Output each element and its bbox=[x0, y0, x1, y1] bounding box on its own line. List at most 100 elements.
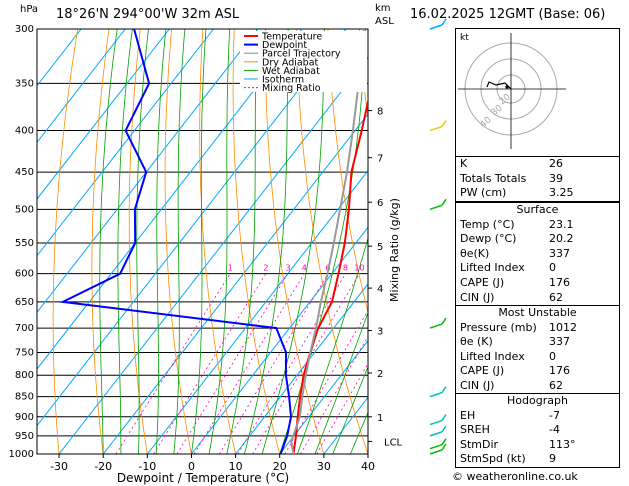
parcel-trajectory-series bbox=[290, 29, 365, 454]
wet-adiabat-line bbox=[314, 311, 368, 454]
surface-row: Dewp (°C) 20.2 bbox=[460, 232, 574, 246]
mixing-ratio-line bbox=[300, 335, 368, 454]
km-tick-label: 4 bbox=[377, 284, 383, 295]
dry-adiabat-line bbox=[358, 29, 368, 122]
temperature-tick-label: -20 bbox=[94, 460, 112, 473]
isotherm-line bbox=[235, 283, 368, 454]
mixing-ratio-line bbox=[218, 273, 329, 454]
wind-barb-flag bbox=[441, 443, 447, 451]
wind-barb bbox=[429, 431, 443, 437]
location-title: 18°26'N 294°00'W 32m ASL bbox=[56, 7, 240, 22]
hodograph-row: StmSpd (kt) 9 bbox=[460, 452, 556, 466]
wind-barb bbox=[429, 125, 443, 132]
surface-table: Surface Temp (°C) 23.1 Dewp (°C) 20.2 θe(K… bbox=[455, 202, 620, 307]
index-row-k: K 26 bbox=[460, 157, 563, 170]
temperature-tick-label: -10 bbox=[138, 460, 156, 473]
dry-adiabat-line bbox=[164, 29, 192, 454]
pressure-tick-label: 850 bbox=[15, 392, 34, 403]
wet-adiabat-line bbox=[226, 29, 258, 454]
dry-adiabat-line bbox=[199, 29, 236, 454]
pressure-tick-label: 350 bbox=[15, 78, 34, 89]
surface-row: CAPE (J) 176 bbox=[460, 275, 570, 289]
index-row-pw: PW (cm) 3.25 bbox=[460, 186, 574, 200]
wet-adiabat-line bbox=[99, 29, 118, 454]
pressure-tick-label: 450 bbox=[15, 167, 34, 178]
dry-adiabat-line bbox=[327, 29, 368, 315]
wind-barb-flag bbox=[441, 425, 447, 433]
isotherm-line bbox=[146, 169, 368, 454]
mixing-ratio-label: 10 bbox=[354, 264, 364, 273]
legend-entry: Wet Adiabat bbox=[262, 66, 320, 77]
hpa-label: hPa bbox=[20, 4, 39, 15]
pressure-tick-label: 400 bbox=[15, 126, 34, 137]
forecast-date: 16.02.2025 12GMT (Base: 06) bbox=[410, 7, 606, 22]
km-label: km bbox=[375, 3, 391, 14]
index-row-totals: Totals Totals 39 bbox=[460, 171, 563, 185]
wet-adiabat-line bbox=[173, 29, 186, 454]
pressure-tick-label: 500 bbox=[15, 204, 34, 215]
most-unstable-row: CIN (J) 62 bbox=[460, 378, 563, 392]
mixing-ratio-label: 4 bbox=[302, 264, 307, 273]
mixing-ratio-label: 8 bbox=[343, 264, 348, 273]
wet-adiabat-line bbox=[136, 29, 149, 454]
mixing-ratio-line bbox=[237, 273, 346, 454]
dry-adiabat-line bbox=[296, 29, 368, 454]
wind-barb bbox=[429, 443, 443, 450]
hodograph-ring-label: 20 bbox=[498, 92, 513, 107]
wind-barb-flag bbox=[441, 198, 447, 206]
wet-adiabat-line bbox=[279, 29, 366, 454]
legend-entry: Isotherm bbox=[262, 75, 304, 86]
isotherm-line bbox=[37, 29, 126, 144]
wind-barb-flag bbox=[441, 438, 447, 446]
mixing-ratio-label: 1 bbox=[228, 264, 233, 273]
isotherm-line bbox=[279, 339, 368, 454]
surface-row: Lifted Index 0 bbox=[460, 261, 556, 275]
isotherm-line bbox=[37, 29, 82, 87]
temperature-series bbox=[292, 97, 368, 454]
asl-label: ASL bbox=[375, 16, 394, 27]
hodograph-row: EH -7 bbox=[460, 408, 560, 422]
wind-barb-flag bbox=[441, 18, 447, 26]
temperature-tick-label: 10 bbox=[229, 460, 243, 473]
pressure-tick-label: 1000 bbox=[9, 449, 34, 460]
dry-adiabat-line bbox=[128, 29, 148, 454]
isotherm-line bbox=[37, 29, 214, 257]
wind-barb bbox=[429, 204, 443, 211]
most-unstable-row: Lifted Index 0 bbox=[460, 349, 556, 363]
isotherm-line bbox=[37, 29, 303, 370]
wet-adiabat-line bbox=[208, 29, 231, 454]
pressure-tick-label: 700 bbox=[15, 323, 34, 334]
wet-adiabat-line bbox=[332, 365, 368, 454]
plot-frame bbox=[36, 28, 369, 455]
wind-barb bbox=[429, 419, 443, 426]
mixing-ratio-label: 25 bbox=[415, 264, 425, 273]
legend-entry: Temperature bbox=[261, 32, 322, 43]
legend-entry: Mixing Ratio bbox=[262, 83, 321, 94]
most-unstable-row: θe (K) 337 bbox=[460, 335, 570, 349]
isotherm-line bbox=[191, 226, 368, 454]
hodograph-row: SREH -4 bbox=[460, 423, 560, 437]
surface-title: Surface bbox=[516, 203, 559, 216]
wind-barb-flag bbox=[441, 414, 447, 421]
mixing-ratio-line bbox=[316, 362, 368, 454]
km-tick-label: 2 bbox=[377, 369, 383, 380]
wet-adiabat-line bbox=[297, 236, 368, 454]
wind-barb-flag bbox=[441, 317, 447, 325]
legend-background bbox=[240, 31, 367, 92]
pressure-tick-label: 750 bbox=[15, 347, 34, 358]
pressure-tick-label: 900 bbox=[15, 412, 34, 423]
km-tick-label: 5 bbox=[377, 242, 383, 253]
dry-adiabat-line bbox=[264, 29, 325, 454]
pressure-tick-label: 800 bbox=[15, 370, 34, 381]
wind-barb bbox=[429, 449, 443, 455]
mixing-ratio-axis-label: Mixing Ratio (g/kg) bbox=[388, 198, 401, 302]
temperature-tick-label: 20 bbox=[273, 460, 287, 473]
mixing-ratio-label: 2 bbox=[263, 264, 268, 273]
copyright-footer: © weatheronline.co.uk bbox=[452, 470, 578, 483]
isotherm-line bbox=[58, 56, 368, 454]
km-tick-label: 7 bbox=[377, 154, 383, 165]
most-unstable-title: Most Unstable bbox=[498, 306, 577, 319]
pressure-tick-label: 550 bbox=[15, 238, 34, 249]
legend-entry: Parcel Trajectory bbox=[262, 49, 341, 60]
hodograph: kt 40 30 20 bbox=[455, 28, 620, 157]
